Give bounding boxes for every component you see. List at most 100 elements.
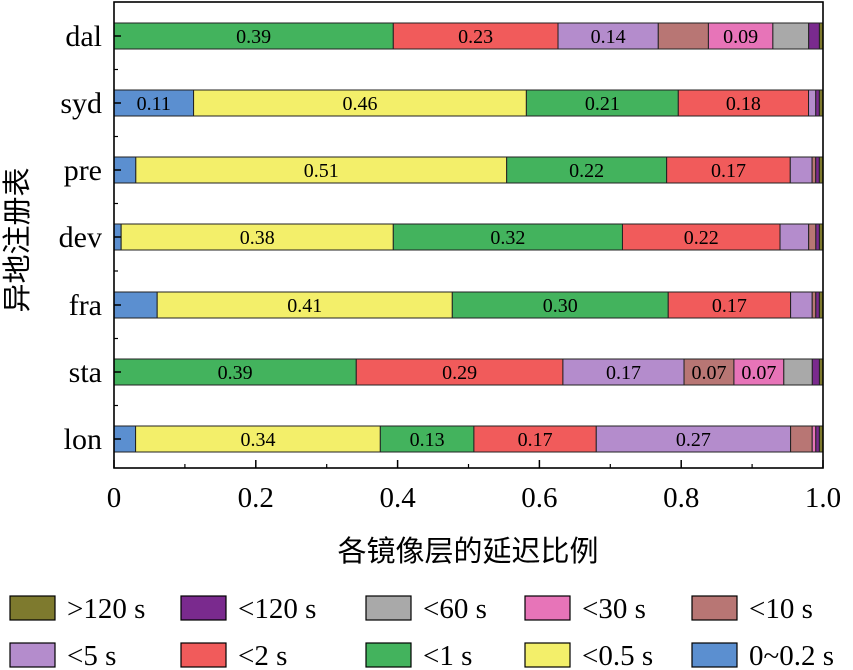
y-tick-label-dev: dev: [59, 221, 102, 254]
data-label-lon-2: 0.13: [410, 429, 445, 451]
x-axis: 0 0.2 0.4 0.6 0.8 1.0: [107, 460, 841, 514]
bar-segment-syd-0: [113, 89, 195, 117]
data-label-syd-2: 0.21: [585, 93, 620, 115]
bar-segment-lon-6: [811, 425, 817, 453]
legend-swatch: [524, 642, 571, 668]
legend-label: 0~0.2 s: [749, 640, 834, 670]
data-label-pre-1: 0.51: [304, 160, 339, 182]
bar-segment-syd-2: [525, 89, 679, 117]
data-label-sta-2: 0.39: [218, 362, 253, 384]
bar-segment-lon-3: [473, 425, 597, 453]
y-tick-label-pre: pre: [64, 154, 102, 187]
bar-segment-dal-3: [392, 22, 559, 50]
data-label-pre-2: 0.22: [569, 160, 604, 182]
legend-label: <120 s: [238, 593, 316, 625]
legend: >120 s <120 s <60 s <30 s <10 s <5 s <2 s <1 s <…: [9, 593, 834, 670]
legend-swatch: [180, 595, 227, 621]
bar-segment-dev-2: [392, 223, 623, 251]
data-label-dal-2: 0.39: [236, 26, 271, 48]
data-label-sta-5: 0.07: [691, 362, 726, 384]
legend-swatch: [691, 642, 738, 668]
bar-segment-syd-3: [677, 89, 810, 117]
bar-segment-dev-3: [621, 223, 781, 251]
data-label-lon-1: 0.34: [240, 429, 275, 451]
bar-segment-fra-3: [667, 291, 792, 319]
legend-label: >120 s: [67, 593, 145, 625]
bar-segment-fra-0: [113, 291, 158, 319]
x-tick-label: 1.0: [805, 482, 841, 514]
legend-swatch: [365, 642, 412, 668]
bar-segment-dal-5: [657, 22, 709, 50]
bar-segment-dev-8: [815, 223, 820, 251]
bar-segment-fra-8: [815, 291, 820, 319]
bar-segment-fra-1: [156, 291, 453, 319]
bar-segment-pre-4: [789, 156, 813, 184]
data-label-dal-6: 0.09: [723, 26, 758, 48]
legend-label: <2 s: [238, 640, 287, 670]
legend-swatch: [691, 595, 738, 621]
data-label-sta-6: 0.07: [741, 362, 776, 384]
data-label-lon-4: 0.27: [676, 429, 711, 451]
bar-segment-pre-3: [666, 156, 791, 184]
data-label-syd-0: 0.11: [137, 93, 171, 115]
bar-segment-lon-2: [379, 425, 475, 453]
bar-segment-fra-5: [811, 291, 817, 319]
data-label-syd-1: 0.46: [342, 93, 377, 115]
legend-swatch: [365, 595, 412, 621]
x-axis-label: 各镜像层的延迟比例: [337, 535, 598, 568]
y-tick-label-lon: lon: [64, 423, 102, 456]
bar-segment-lon-1: [135, 425, 381, 453]
bar-segment-pre-5: [811, 156, 817, 184]
bar-segment-fra-4: [790, 291, 813, 319]
bar-segment-dal-7: [772, 22, 810, 50]
legend-label: <10 s: [749, 593, 813, 625]
data-label-dev-3: 0.22: [684, 227, 719, 249]
data-label-sta-4: 0.17: [606, 362, 641, 384]
x-tick-label: 0: [107, 482, 122, 514]
y-tick-label-syd: syd: [60, 87, 102, 120]
bar-segment-sta-5: [683, 358, 735, 386]
y-axis: dal syd pre dev fra sta lon: [59, 20, 121, 456]
bar-segment-syd-8: [815, 89, 820, 117]
bar-segment-dal-8: [808, 22, 820, 50]
data-label-fra-3: 0.17: [712, 295, 747, 317]
bar-segment-sta-8: [811, 358, 820, 386]
bar-segment-pre-8: [815, 156, 820, 184]
legend-label: <60 s: [423, 593, 487, 625]
y-tick-label-fra: fra: [69, 289, 102, 322]
bar-segment-sta-7: [783, 358, 813, 386]
data-label-pre-3: 0.17: [711, 160, 746, 182]
x-tick-label: 0.2: [238, 482, 274, 514]
legend-label: <0.5 s: [582, 640, 653, 670]
data-label-dal-4: 0.14: [591, 26, 626, 48]
bar-segment-lon-8: [815, 425, 820, 453]
legend-label: <30 s: [582, 593, 646, 625]
y-axis-label: 异地注册表: [1, 167, 34, 312]
y-tick-label-sta: sta: [69, 356, 102, 389]
bar-segment-syd-1: [193, 89, 527, 117]
y-tick-label-dal: dal: [65, 20, 102, 53]
legend-label: <5 s: [67, 640, 116, 670]
data-label-fra-2: 0.30: [543, 295, 578, 317]
x-tick-label: 0.4: [379, 482, 416, 514]
bar-segment-lon-5: [790, 425, 813, 453]
legend-swatch: [524, 595, 571, 621]
bar-segment-dev-1: [120, 223, 394, 251]
bar-segment-dev-4: [779, 223, 810, 251]
data-label-syd-3: 0.18: [726, 93, 761, 115]
legend-swatch: [9, 595, 56, 621]
bar-segment-syd-4: [808, 89, 817, 117]
data-label-sta-3: 0.29: [442, 362, 477, 384]
data-label-fra-1: 0.41: [287, 295, 322, 317]
legend-swatch: [180, 642, 227, 668]
data-label-lon-3: 0.17: [518, 429, 553, 451]
bar-segment-pre-2: [506, 156, 668, 184]
bar-segment-dal-2: [113, 22, 394, 50]
bar-segment-pre-1: [135, 156, 508, 184]
legend-swatch: [9, 642, 56, 668]
data-label-dev-2: 0.32: [490, 227, 525, 249]
legend-label: <1 s: [423, 640, 472, 670]
bar-segment-sta-2: [113, 358, 357, 386]
bar-segment-sta-3: [355, 358, 564, 386]
